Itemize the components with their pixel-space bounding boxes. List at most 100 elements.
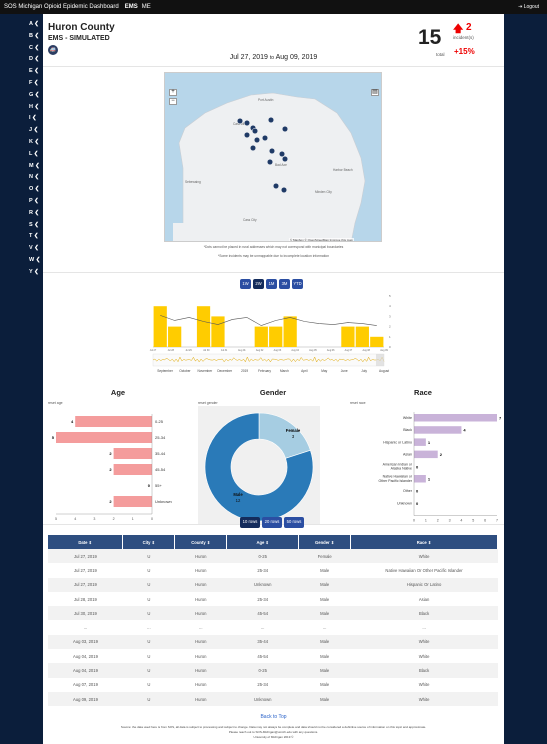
map-marker[interactable] — [280, 186, 288, 194]
timeline-bar[interactable] — [168, 326, 182, 347]
column-header[interactable]: Date ⇕ — [48, 535, 124, 549]
age-reset-link[interactable]: reset age — [48, 401, 63, 405]
map-attribution[interactable]: © Mapbox © OpenStreetMap Improve this ma… — [289, 238, 354, 242]
map-marker[interactable] — [268, 147, 276, 155]
logout-button[interactable]: ⇥ Logout — [518, 4, 539, 10]
map-marker[interactable] — [261, 134, 269, 142]
table-row[interactable]: Jul 30, 2019 U Huron 45-54 Male Black — [48, 606, 498, 621]
county-letter-m[interactable]: M ❮ — [29, 162, 40, 169]
table-row[interactable]: Aug 04, 2019 U Huron 0-25 Male Black — [48, 663, 498, 678]
map-marker[interactable] — [281, 155, 289, 163]
column-header[interactable]: County ⇕ — [174, 535, 228, 549]
timeline-bar[interactable] — [370, 336, 384, 347]
rows-button-20[interactable]: 20 rows — [262, 517, 282, 528]
column-header[interactable]: Gender ⇕ — [298, 535, 352, 549]
rows-button-10[interactable]: 10 rows — [240, 517, 260, 528]
timeline-bar[interactable] — [269, 326, 283, 347]
map-marker[interactable] — [243, 119, 251, 127]
age-chart[interactable]: 4 0-25 5 25-34 2 35-44 2 45-54 0 55+ 2 Unknown 5 4 3 2 1… — [48, 406, 193, 524]
zoom-in-button[interactable]: + — [169, 89, 177, 96]
rows-button-50[interactable]: 50 rows — [284, 517, 304, 528]
county-letter-n[interactable]: N ❮ — [29, 174, 40, 181]
range-button-1w[interactable]: 1W — [240, 279, 251, 289]
nav-ems-link[interactable]: EMS — [124, 4, 138, 10]
county-letter-p[interactable]: P ❮ — [29, 198, 39, 204]
timeline-bar[interactable] — [341, 326, 355, 347]
range-button-3m[interactable]: 3M — [279, 279, 290, 289]
county-letter-d[interactable]: D ❮ — [29, 56, 40, 63]
map-marker[interactable] — [243, 131, 251, 139]
county-letter-v[interactable]: V ❮ — [29, 245, 39, 252]
map-marker[interactable] — [272, 182, 280, 190]
map-marker[interactable] — [251, 127, 259, 135]
timeline-chart[interactable]: 0 1 2 3 4 5 Jul 27 Jul 28 Jul 29 Jul 30 Jul 31 Aug … — [148, 292, 403, 376]
county-letter-e[interactable]: E ❮ — [29, 68, 39, 75]
nav-me-link[interactable]: ME — [141, 4, 151, 10]
column-header[interactable]: Race ⇕ — [350, 535, 498, 549]
timeline-bar[interactable] — [283, 316, 297, 347]
table-row[interactable]: Jul 27, 2019 U Huron Unknown Male Hispanic Or… — [48, 577, 498, 592]
age-bar[interactable] — [113, 448, 152, 459]
county-letter-w[interactable]: W ❮ — [29, 257, 41, 263]
county-letter-i[interactable]: I ❮ — [29, 115, 37, 122]
gender-slice-male[interactable] — [204, 412, 314, 522]
table-row[interactable]: Jul 28, 2019 U Huron 25-34 Male Asian — [48, 592, 498, 606]
county-letter-o[interactable]: O ❮ — [29, 186, 40, 193]
table-row[interactable]: Jul 27, 2019 U Huron 25-34 Male Native Hawaii… — [48, 563, 498, 577]
race-bar[interactable] — [414, 450, 438, 459]
county-letter-t[interactable]: T ❮ — [29, 233, 39, 240]
county-letter-b[interactable]: B ❮ — [29, 32, 40, 39]
timeline-bar[interactable] — [153, 306, 167, 347]
county-letter-s[interactable]: S ❮ — [29, 221, 39, 228]
county-letter-c[interactable]: C ❮ — [29, 44, 40, 51]
county-letter-a[interactable]: A ❮ — [29, 21, 39, 27]
map-marker[interactable] — [236, 117, 244, 125]
county-letter-g[interactable]: G ❮ — [29, 91, 40, 98]
age-bar[interactable] — [56, 432, 152, 443]
gender-reset-link[interactable]: reset gender — [198, 401, 218, 405]
brush-selection-handle[interactable] — [376, 354, 384, 366]
table-row[interactable]: Aug 09, 2019 U Huron Unknown Male White — [48, 691, 498, 707]
table-row[interactable]: Aug 03, 2019 U Huron 35-44 Male White — [48, 634, 498, 650]
layers-button[interactable]: ▤ — [371, 89, 379, 96]
race-bar[interactable] — [414, 426, 462, 434]
county-letter-f[interactable]: F ❮ — [29, 80, 39, 86]
race-bar[interactable] — [414, 438, 426, 446]
range-button-ytd[interactable]: YTD — [292, 279, 303, 289]
county-letter-l[interactable]: L ❮ — [29, 150, 39, 157]
range-button-1m[interactable]: 1M — [266, 279, 277, 289]
gender-slice-female[interactable] — [258, 412, 311, 459]
map-marker[interactable] — [278, 150, 286, 158]
timeline-bar[interactable] — [254, 326, 268, 347]
incident-map[interactable]: Port Austin Caseville Harbor Beach Bad A… — [164, 72, 382, 242]
race-bar[interactable] — [414, 414, 497, 422]
timeline-bar[interactable] — [196, 306, 211, 347]
map-marker[interactable] — [249, 144, 257, 152]
timeline-bar[interactable] — [211, 316, 225, 347]
age-bar[interactable] — [75, 416, 152, 427]
table-row[interactable]: Aug 04, 2019 U Huron 45-54 Male White — [48, 649, 498, 663]
county-letter-j[interactable]: J ❮ — [29, 127, 39, 134]
age-bar[interactable] — [113, 496, 152, 507]
table-row[interactable]: .................. — [48, 620, 498, 634]
table-row[interactable]: Aug 07, 2019 U Huron 25-34 Male White — [48, 678, 498, 692]
timeline-bar[interactable] — [355, 326, 369, 347]
race-reset-link[interactable]: reset race — [350, 401, 366, 405]
map-marker[interactable] — [281, 125, 289, 133]
county-letter-y[interactable]: Y ❮ — [29, 268, 39, 275]
race-bar[interactable] — [414, 475, 426, 483]
back-to-top-link[interactable]: Back to Top — [260, 714, 287, 720]
map-marker[interactable] — [253, 136, 261, 144]
column-header[interactable]: City ⇕ — [122, 535, 176, 549]
brand-title[interactable]: SOS Michigan Opioid Epidemic Dashboard — [4, 4, 119, 10]
county-letter-k[interactable]: K ❮ — [29, 139, 40, 145]
range-button-2w[interactable]: 2W — [253, 279, 264, 289]
map-marker[interactable] — [266, 158, 274, 166]
county-letter-r[interactable]: R ❮ — [29, 209, 40, 216]
zoom-out-button[interactable]: − — [169, 98, 177, 105]
table-row[interactable]: Jul 27, 2019 U Huron 0-25 Female White — [48, 549, 498, 564]
age-bar[interactable] — [113, 464, 152, 475]
map-marker[interactable] — [267, 116, 275, 124]
